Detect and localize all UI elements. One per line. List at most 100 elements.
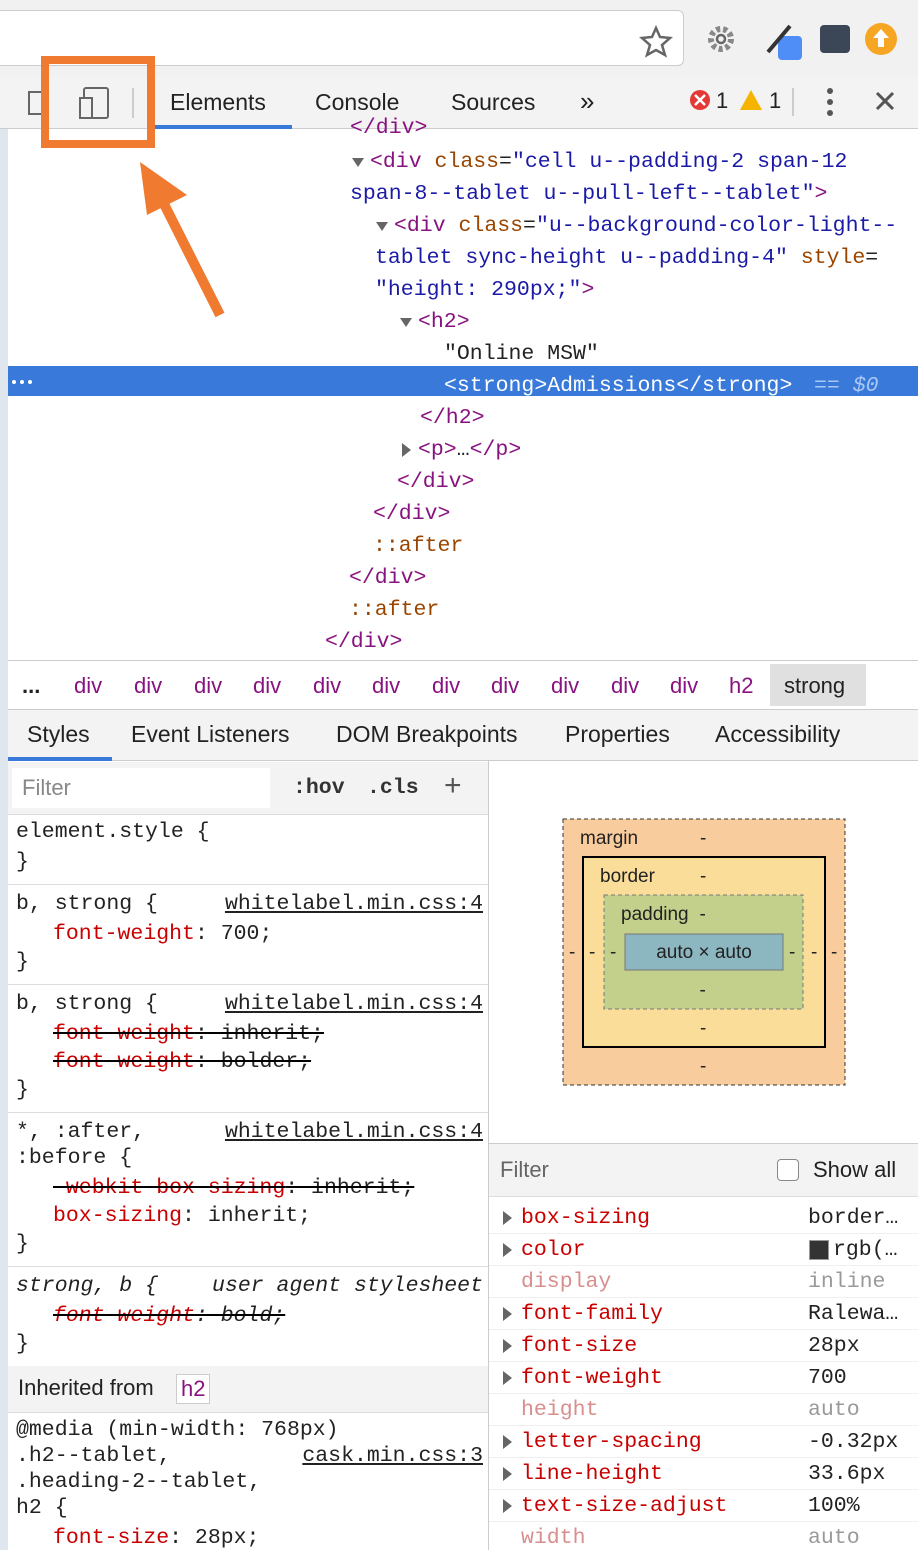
expand-triangle[interactable] <box>503 1211 512 1225</box>
expand-triangle[interactable] <box>503 1435 512 1449</box>
token: -webkit-box-sizing <box>53 1176 286 1200</box>
computed-name: width <box>521 1526 586 1550</box>
styles-subtab[interactable]: Accessibility <box>715 721 841 747</box>
show-all-checkbox[interactable] <box>777 1159 799 1181</box>
rule-close: } <box>16 1332 29 1356</box>
page-edge <box>0 129 8 1550</box>
styles-filter-input[interactable] <box>12 768 270 808</box>
breadcrumb[interactable]: div <box>313 673 342 698</box>
dom-line: </div> <box>350 114 427 142</box>
breadcrumb[interactable]: div <box>432 673 461 698</box>
dropper-icon[interactable] <box>778 36 802 60</box>
computed-name: display <box>521 1270 612 1294</box>
expand-triangle[interactable] <box>503 1467 512 1481</box>
token: tablet sync-height u--padding-4" <box>375 246 788 270</box>
box-value: - <box>789 942 796 963</box>
box-value: - <box>699 980 706 1001</box>
styles-subtab[interactable]: Event Listeners <box>131 721 290 747</box>
token: : bolder; <box>194 1050 312 1074</box>
styles-subtab[interactable]: Properties <box>565 721 670 747</box>
computed-row <box>489 1490 918 1522</box>
update-arrow <box>873 29 889 47</box>
error-count: 1 <box>716 88 729 113</box>
computed-value: 700 <box>808 1366 847 1390</box>
styles-subtab[interactable]: DOM Breakpoints <box>336 721 518 747</box>
expand-triangle[interactable] <box>400 318 412 327</box>
expand-triangle[interactable] <box>376 222 388 231</box>
token: <div <box>394 214 446 238</box>
breadcrumb[interactable]: div <box>134 673 163 698</box>
token: font-weight <box>53 1022 195 1046</box>
settings-icon[interactable] <box>708 26 734 52</box>
box-value: - <box>610 942 617 963</box>
box-value: - <box>700 828 707 849</box>
warning-icon[interactable] <box>740 90 762 110</box>
token: : 700; <box>194 922 273 946</box>
box-label: border <box>600 866 655 887</box>
breadcrumb[interactable]: div <box>611 673 640 698</box>
token: <p> <box>418 438 457 462</box>
pointer-arrow-head <box>140 162 187 215</box>
selector: *, :after, <box>16 1120 146 1144</box>
panel-tab[interactable]: Console <box>315 89 400 115</box>
token: </div> <box>373 502 451 526</box>
expand-triangle[interactable] <box>503 1243 512 1257</box>
computed-value: -0.32px <box>808 1430 899 1454</box>
dropper-stick <box>766 24 792 54</box>
computed-name: letter-spacing <box>521 1430 702 1454</box>
expand-triangle[interactable] <box>352 158 364 167</box>
breadcrumb[interactable]: div <box>74 673 103 698</box>
token: "height: 290px;" <box>375 278 582 302</box>
breadcrumb[interactable]: div <box>670 673 699 698</box>
breadcrumb[interactable]: div <box>372 673 401 698</box>
token: : inherit; <box>182 1204 312 1228</box>
styles-subtab[interactable]: Styles <box>27 721 90 747</box>
breadcrumb[interactable]: h2 <box>729 673 754 698</box>
token: span-8--tablet u--pull-left--tablet" <box>350 182 815 206</box>
rule-close: } <box>16 1078 29 1102</box>
dom-line: </div> <box>325 628 402 656</box>
star-icon[interactable] <box>639 24 673 58</box>
selected-line-dots[interactable] <box>12 380 32 384</box>
breadcrumb[interactable]: div <box>253 673 282 698</box>
token: </p> <box>469 438 522 462</box>
dom-line: <h2> <box>418 308 470 336</box>
breadcrumb[interactable]: strong <box>784 673 846 698</box>
computed-row <box>489 1234 918 1266</box>
token: </div> <box>397 470 475 494</box>
more-tabs: » <box>580 86 595 116</box>
token: </div> <box>350 116 428 140</box>
close-icon[interactable] <box>875 91 895 111</box>
computed-row <box>489 1426 918 1458</box>
selector: element.style { <box>16 820 210 844</box>
breadcrumb[interactable]: ... <box>22 673 41 698</box>
breadcrumb[interactable]: div <box>551 673 580 698</box>
subtab-bar <box>8 710 918 761</box>
computed-value: 28px <box>808 1334 860 1358</box>
panel-tab[interactable]: Sources <box>451 89 536 115</box>
selector: strong, b { <box>16 1274 158 1298</box>
token: = <box>499 150 512 174</box>
expand-triangle[interactable] <box>503 1339 512 1353</box>
active-subtab-underline <box>8 757 112 761</box>
box-value: - <box>569 942 576 963</box>
token: "Online MSW" <box>444 342 599 366</box>
selector: :before { <box>16 1146 133 1170</box>
filter-placeholder: Filter <box>22 775 71 800</box>
pointer-arrow <box>158 199 225 318</box>
rule-source: cask.min.css:3 <box>302 1444 483 1468</box>
breadcrumb[interactable]: div <box>194 673 223 698</box>
panel-tab[interactable]: Elements <box>170 89 266 115</box>
breadcrumb[interactable]: div <box>491 673 520 698</box>
expand-triangle[interactable] <box>503 1307 512 1321</box>
expand-triangle[interactable] <box>503 1499 512 1513</box>
expand-triangle[interactable] <box>402 443 411 457</box>
computed-filter: Filter <box>500 1157 549 1182</box>
expand-triangle[interactable] <box>503 1371 512 1385</box>
extension-icon[interactable] <box>820 25 850 53</box>
declaration: font-weight: inherit; <box>53 1020 324 1048</box>
rule-source: whitelabel.min.css:4 <box>224 992 483 1016</box>
kebab-menu[interactable] <box>827 88 833 116</box>
